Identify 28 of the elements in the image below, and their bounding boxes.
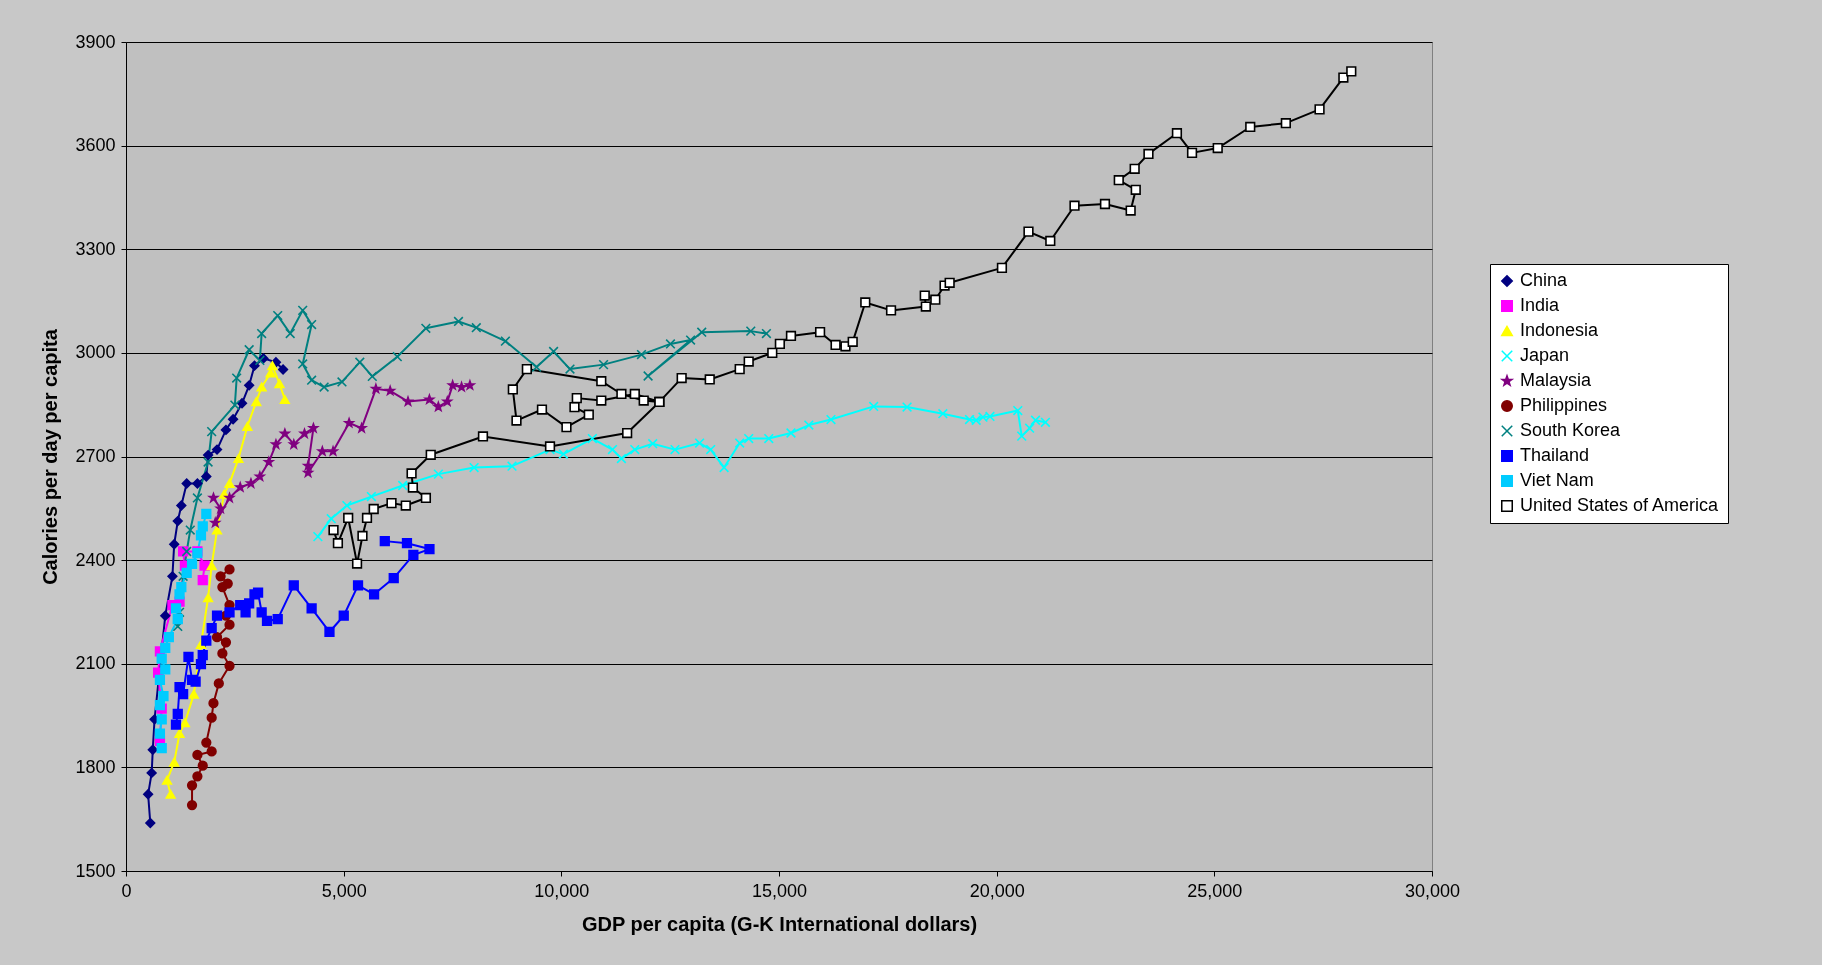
x-tick-label: 15,000 bbox=[751, 880, 808, 901]
x-tick-label: 20,000 bbox=[969, 880, 1025, 901]
legend-label: Malaysia bbox=[1520, 370, 1593, 390]
legend-label: Philippines bbox=[1520, 395, 1608, 415]
y-tick-label: 3900 bbox=[75, 31, 116, 52]
y-tick-label: 2700 bbox=[75, 446, 116, 466]
x-axis-title: GDP per capita (G-K International dollars) bbox=[581, 912, 978, 935]
legend-label: Thailand bbox=[1520, 445, 1590, 465]
y-tick-label: 2100 bbox=[75, 653, 116, 674]
y-tick-label: 3000 bbox=[75, 342, 116, 363]
legend-label: Viet Nam bbox=[1520, 470, 1594, 490]
y-tick-label: 3600 bbox=[75, 135, 116, 156]
y-tick-label: 1500 bbox=[75, 860, 116, 881]
legend-label: United States of America bbox=[1520, 495, 1720, 515]
x-tick-label: 0 bbox=[121, 880, 132, 901]
x-tick-label: 25,000 bbox=[1187, 880, 1243, 901]
x-tick-label: 10,000 bbox=[534, 880, 590, 901]
x-tick-label: 30,000 bbox=[1404, 880, 1461, 901]
legend-label: Japan bbox=[1520, 345, 1570, 365]
y-tick-label: 2400 bbox=[75, 549, 116, 570]
x-tick-label: 5,000 bbox=[321, 880, 367, 901]
y-tick-label: 1800 bbox=[75, 756, 116, 777]
y-tick-label: 3300 bbox=[75, 238, 116, 259]
legend-label: Indonesia bbox=[1520, 320, 1600, 340]
y-axis-title: Calories per day per capita bbox=[39, 328, 62, 585]
legend-label: India bbox=[1520, 295, 1561, 315]
legend-label: China bbox=[1520, 270, 1569, 290]
legend-label: South Korea bbox=[1520, 420, 1622, 440]
